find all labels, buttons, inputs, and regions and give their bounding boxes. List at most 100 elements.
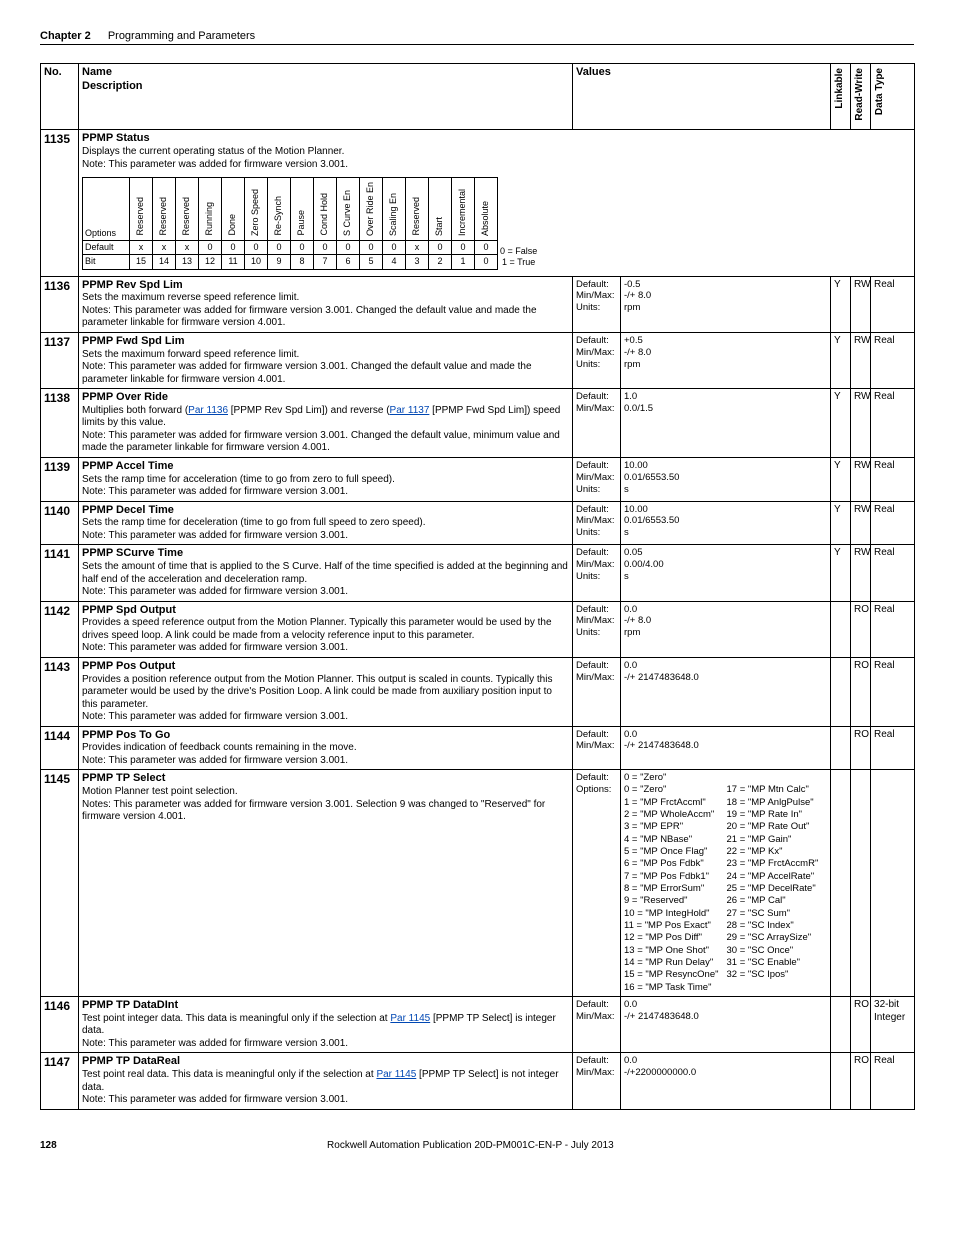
bit-header: Running xyxy=(199,178,222,241)
value-values: 0.050.00/4.00s xyxy=(621,545,831,601)
linkable-flag xyxy=(831,657,851,726)
hdr-datatype: Data Type xyxy=(871,64,915,130)
bit-header: Done xyxy=(222,178,245,241)
value-values: 1.00.0/1.5 xyxy=(621,389,831,458)
page-footer: 128 Rockwell Automation Publication 20D-… xyxy=(40,1140,914,1151)
readwrite-flag: RO xyxy=(851,1053,871,1109)
bit-default: 0 xyxy=(452,241,475,255)
bit-header: Over Ride En xyxy=(360,178,383,241)
chapter-label: Chapter 2 xyxy=(40,30,91,42)
param-description: PPMP Fwd Spd LimSets the maximum forward… xyxy=(79,332,573,388)
bit-default: x xyxy=(130,241,153,255)
bit-header: Incremental xyxy=(452,178,475,241)
datatype: Real xyxy=(871,332,915,388)
value-values: -0.5-/+ 8.0rpm xyxy=(621,276,831,332)
bit-default: 0 xyxy=(337,241,360,255)
bit-number: 3 xyxy=(406,255,429,269)
bit-number: 0 xyxy=(475,255,498,269)
datatype: Real xyxy=(871,726,915,770)
linkable-flag: Y xyxy=(831,545,851,601)
bit-header: S Curve En xyxy=(337,178,360,241)
default-label: Default xyxy=(83,241,130,255)
page-number: 128 xyxy=(40,1140,57,1151)
param-title: PPMP Fwd Spd Lim xyxy=(82,335,184,347)
param-title: PPMP Rev Spd Lim xyxy=(82,279,183,291)
linkable-flag xyxy=(831,1053,851,1109)
param-no: 1144 xyxy=(41,726,79,770)
bit-number: 8 xyxy=(291,255,314,269)
value-keys: Default:Min/Max:Units: xyxy=(573,501,621,545)
param-title: PPMP Accel Time xyxy=(82,460,174,472)
readwrite-flag: RW xyxy=(851,457,871,501)
param-description: PPMP SCurve TimeSets the amount of time … xyxy=(79,545,573,601)
value-values: 10.000.01/6553.50s xyxy=(621,501,831,545)
readwrite-flag: RW xyxy=(851,332,871,388)
param-no: 1141 xyxy=(41,545,79,601)
readwrite-flag: RO xyxy=(851,997,871,1053)
linkable-flag: Y xyxy=(831,276,851,332)
param-no: 1139 xyxy=(41,457,79,501)
value-values: 0.0-/+ 8.0rpm xyxy=(621,601,831,657)
bit-header: Re-Synch xyxy=(268,178,291,241)
bit-default: 0 xyxy=(222,241,245,255)
value-keys: Default:Min/Max:Units: xyxy=(573,276,621,332)
param-title: PPMP TP Select xyxy=(82,772,165,784)
param-title: PPMP TP DataDInt xyxy=(82,999,178,1011)
param-title: PPMP Spd Output xyxy=(82,604,176,616)
value-keys: Default:Min/Max: xyxy=(573,657,621,726)
param-no: 1147 xyxy=(41,1053,79,1109)
bit-header: Pause xyxy=(291,178,314,241)
table-row: 1144PPMP Pos To GoProvides indication of… xyxy=(41,726,915,770)
value-keys: Default:Min/Max:Units: xyxy=(573,545,621,601)
param-title: PPMP TP DataReal xyxy=(82,1055,180,1067)
param-title: PPMP Over Ride xyxy=(82,391,168,403)
value-values: 0 = "Zero"0 = "Zero"1 = "MP FrctAccml"2 … xyxy=(621,770,831,997)
param-no: 1135 xyxy=(41,130,79,276)
param-description: PPMP TP DataRealTest point real data. Th… xyxy=(79,1053,573,1109)
value-keys: Default:Min/Max:Units: xyxy=(573,457,621,501)
param-no: 1142 xyxy=(41,601,79,657)
param-title: PPMP Pos Output xyxy=(82,660,175,672)
table-row: 1141PPMP SCurve TimeSets the amount of t… xyxy=(41,545,915,601)
linkable-flag xyxy=(831,726,851,770)
param-description: PPMP Accel TimeSets the ramp time for ac… xyxy=(79,457,573,501)
table-row: 1137PPMP Fwd Spd LimSets the maximum for… xyxy=(41,332,915,388)
value-keys: Default:Min/Max:Units: xyxy=(573,332,621,388)
bits-table: OptionsReservedReservedReservedRunningDo… xyxy=(82,177,539,270)
table-row: 1135PPMP StatusDisplays the current oper… xyxy=(41,130,915,276)
param-no: 1138 xyxy=(41,389,79,458)
bit-header: Reserved xyxy=(176,178,199,241)
bit-default: 0 xyxy=(199,241,222,255)
bit-default: x xyxy=(406,241,429,255)
datatype: Real xyxy=(871,545,915,601)
value-keys: Default:Min/Max: xyxy=(573,997,621,1053)
value-keys: Default:Min/Max: xyxy=(573,389,621,458)
table-row: 1139PPMP Accel TimeSets the ramp time fo… xyxy=(41,457,915,501)
hdr-values: Values xyxy=(573,64,831,130)
readwrite-flag xyxy=(851,770,871,997)
bit-default: x xyxy=(176,241,199,255)
datatype: Real xyxy=(871,457,915,501)
param-description: PPMP Rev Spd LimSets the maximum reverse… xyxy=(79,276,573,332)
param-title: PPMP SCurve Time xyxy=(82,547,183,559)
bit-number: 15 xyxy=(130,255,153,269)
bit-default: 0 xyxy=(475,241,498,255)
bit-default: 0 xyxy=(268,241,291,255)
value-keys: Default:Options: xyxy=(573,770,621,997)
linkable-flag: Y xyxy=(831,501,851,545)
param-description: PPMP TP SelectMotion Planner test point … xyxy=(79,770,573,997)
value-values: 0.0-/+ 2147483648.0 xyxy=(621,657,831,726)
table-row: 1145PPMP TP SelectMotion Planner test po… xyxy=(41,770,915,997)
bits-legend: 0 = False1 = True xyxy=(498,178,540,270)
bit-header: Scaling En xyxy=(383,178,406,241)
bit-number: 11 xyxy=(222,255,245,269)
hdr-linkable: Linkable xyxy=(831,64,851,130)
options-col2: 17 = "MP Mtn Calc"18 = "MP AnlgPulse"19 … xyxy=(727,784,819,994)
options-col1: 0 = "Zero"1 = "MP FrctAccml"2 = "MP Whol… xyxy=(624,784,719,994)
param-no: 1146 xyxy=(41,997,79,1053)
linkable-flag xyxy=(831,601,851,657)
readwrite-flag: RO xyxy=(851,726,871,770)
param-no: 1143 xyxy=(41,657,79,726)
datatype: Real xyxy=(871,657,915,726)
value-values: 0.0-/+ 2147483648.0 xyxy=(621,997,831,1053)
